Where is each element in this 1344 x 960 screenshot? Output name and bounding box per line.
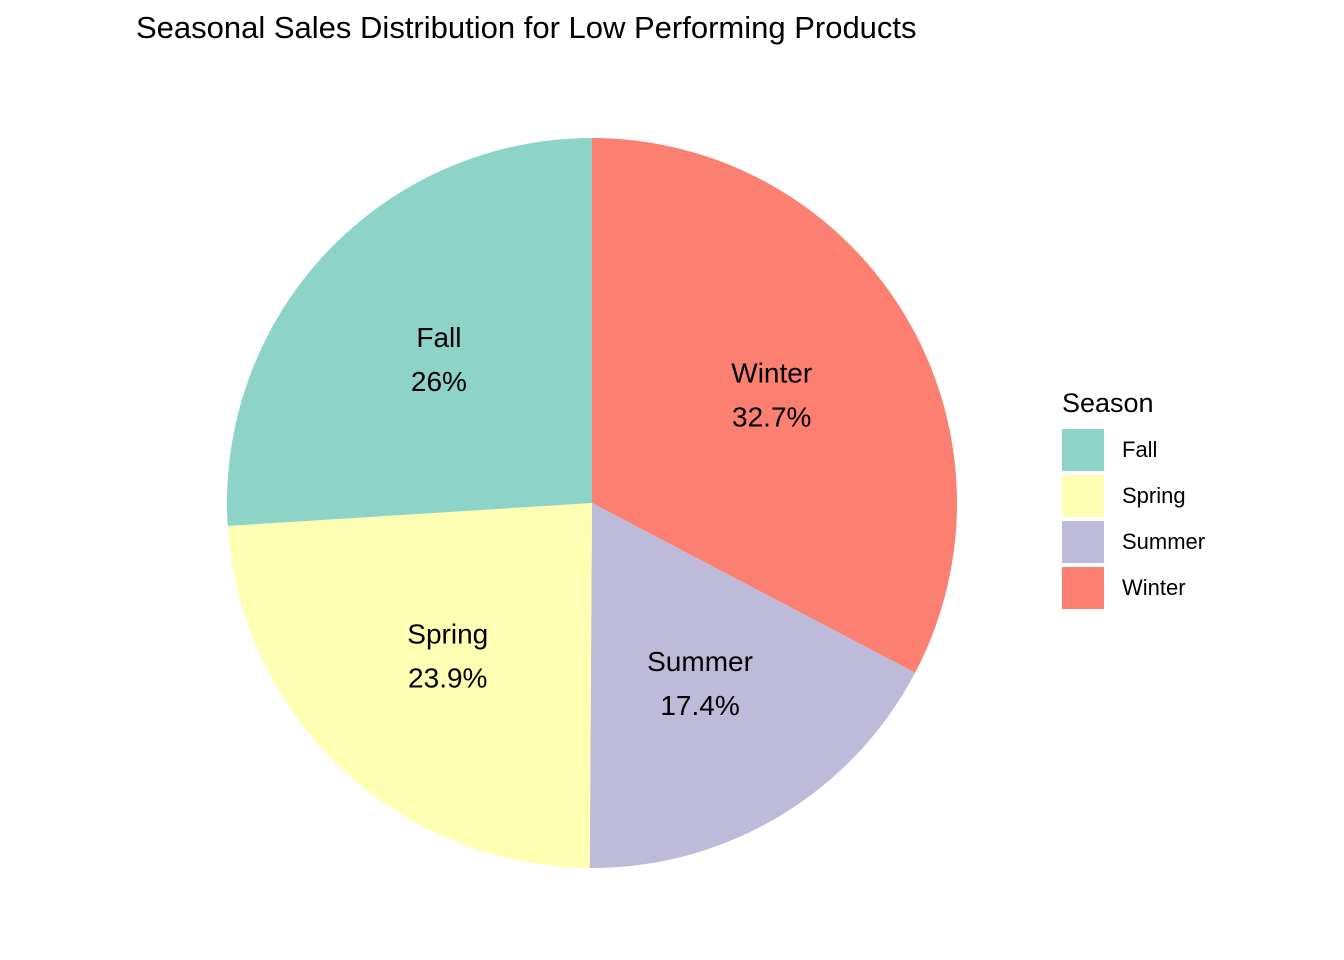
slice-label-summer: Summer [647, 646, 753, 677]
legend-label-winter: Winter [1122, 575, 1186, 600]
legend-label-spring: Spring [1122, 483, 1186, 508]
slice-percent-spring: 23.9% [408, 663, 487, 694]
pie-labels: Winter 32.7% Summer 17.4% Spring 23.9% Fall 26% [407, 322, 812, 721]
legend-key-summer [1062, 521, 1104, 563]
pie-slice-spring [227, 503, 592, 868]
legend-item-spring: Spring [1062, 473, 1205, 519]
slice-percent-summer: 17.4% [660, 690, 739, 721]
legend-key-fall [1062, 429, 1104, 471]
pie-slice-summer [589, 503, 916, 868]
legend-item-fall: Fall [1062, 427, 1205, 473]
legend-label-fall: Fall [1122, 437, 1158, 462]
legend-item-summer: Summer [1062, 519, 1205, 565]
slice-percent-fall: 26% [411, 366, 467, 397]
legend-key-spring [1062, 475, 1104, 517]
slice-label-spring: Spring [407, 619, 488, 650]
legend-key-winter [1062, 567, 1104, 609]
pie-slice-winter [592, 138, 958, 673]
slice-percent-winter: 32.7% [732, 401, 811, 432]
pie-slice-fall [227, 138, 592, 526]
legend-label-summer: Summer [1122, 529, 1206, 554]
pie-slices [227, 138, 958, 868]
legend: Season Fall Spring Summer Winter [1062, 388, 1205, 611]
legend-item-winter: Winter [1062, 565, 1205, 611]
chart-title: Seasonal Sales Distribution for Low Perf… [136, 10, 917, 45]
slice-label-fall: Fall [416, 322, 461, 353]
legend-title: Season [1062, 388, 1154, 418]
slice-label-winter: Winter [731, 357, 812, 388]
